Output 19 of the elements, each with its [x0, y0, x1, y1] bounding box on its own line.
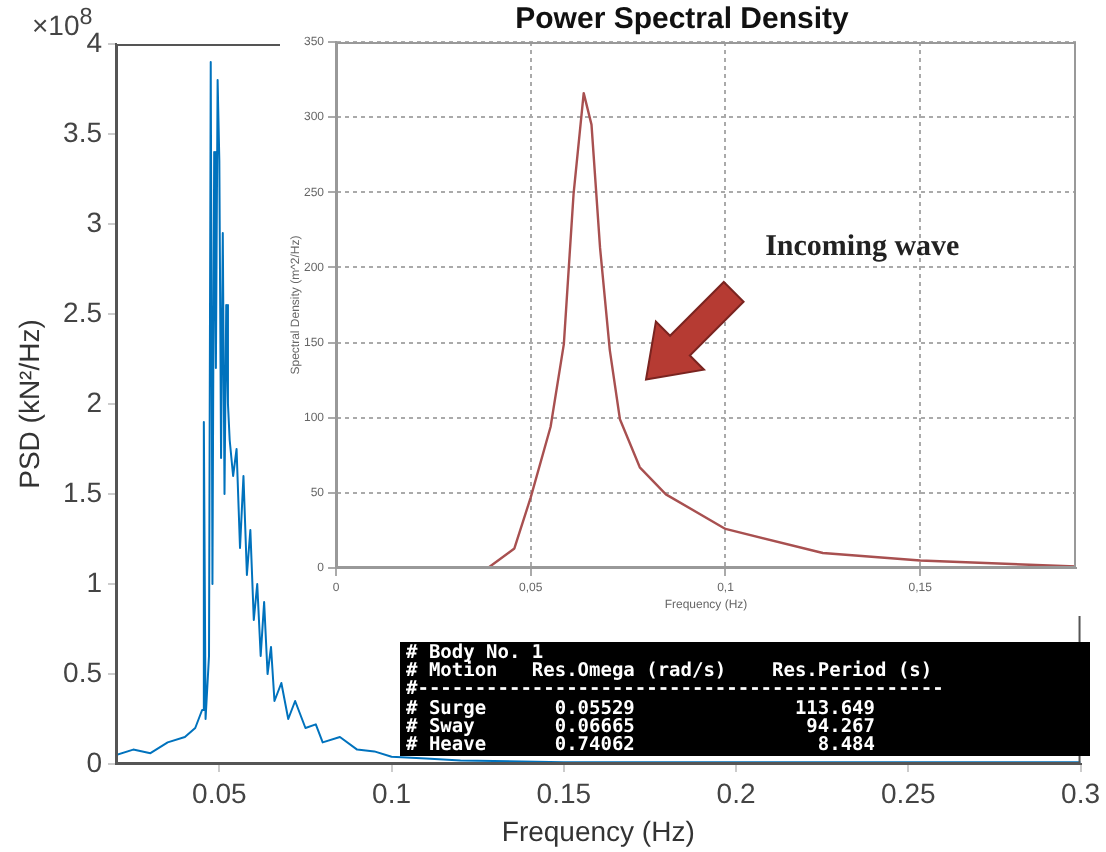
y-tick-label: 1.5	[63, 475, 103, 508]
x-tick-label: 0.05	[192, 776, 248, 809]
y-tick-label: 0	[86, 745, 103, 778]
chart-title: Power Spectral Density	[515, 2, 851, 37]
x-axis-title: Frequency (Hz)	[501, 814, 695, 847]
y-tick-label: 1	[86, 565, 103, 598]
x-tick-label: 0.15	[536, 776, 592, 809]
x-tick-label: 0.3	[1061, 776, 1101, 809]
y-axis-title: PSD (kN²/Hz)	[12, 319, 45, 489]
x-tick-label: 0.2	[716, 776, 756, 809]
y-tick-label: 0.5	[63, 655, 103, 688]
x-tick-label: 0.25	[881, 776, 936, 809]
y-tick-label: 3.5	[63, 115, 103, 148]
y-tick-label: 2	[86, 385, 103, 418]
annotation: Incoming wave	[765, 230, 961, 263]
y-tick-label: 3	[86, 205, 103, 238]
y-tick-label: 2.5	[63, 295, 103, 328]
x-tick-label: 0.1	[372, 776, 412, 809]
console-panel: # Body No. 1 # Motion Res.Omega (rad/s) Res.Period (s) #---------------------------------------------- # Surge 0.05529 113.649 # Sway 0.06665 94.267 # Heave 0.74062 8.484	[400, 642, 1090, 756]
